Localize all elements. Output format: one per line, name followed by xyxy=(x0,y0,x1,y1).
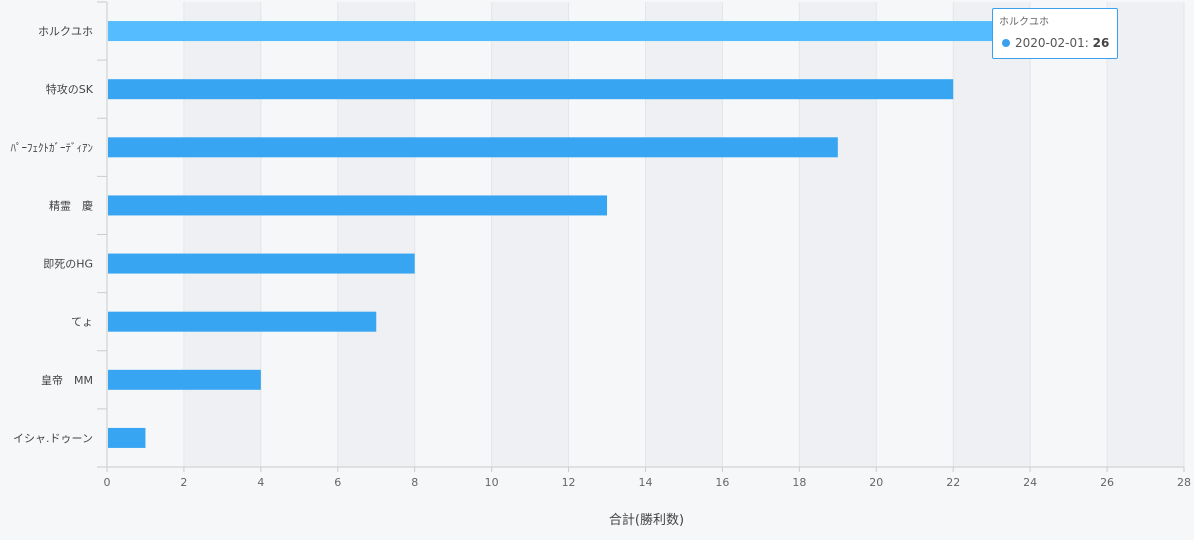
x-tick-label: 18 xyxy=(792,476,806,489)
bar xyxy=(108,195,608,216)
tooltip-series-label: 2020-02-01 xyxy=(1015,36,1085,50)
x-tick-label: 0 xyxy=(104,476,111,489)
x-axis-title: 合計(勝利数) xyxy=(609,512,684,528)
x-tick-label: 2 xyxy=(180,476,187,489)
x-tick-label: 8 xyxy=(411,476,418,489)
category-label: 特攻のSK xyxy=(46,82,94,96)
x-tick-label: 4 xyxy=(257,476,264,489)
x-tick-label: 16 xyxy=(715,476,729,489)
bar xyxy=(108,427,146,448)
tooltip-title: ホルクユホ xyxy=(999,17,1049,28)
category-label: ﾊﾟｰﾌｪｸﾄｶﾞｰﾃﾞｨｱﾝ xyxy=(11,141,94,154)
bar xyxy=(108,137,838,158)
tooltip-separator: : xyxy=(1084,36,1093,50)
bar xyxy=(108,311,377,332)
grid-band xyxy=(183,2,261,467)
grid-band xyxy=(645,2,723,467)
category-label: 即死のHG xyxy=(43,258,93,271)
category-label: ホルクユホ xyxy=(38,25,93,38)
category-label: イシャ.ドゥーン xyxy=(13,432,93,445)
tooltip-series-dot-icon xyxy=(1002,39,1010,47)
x-tick-label: 6 xyxy=(334,476,341,489)
category-label: てょ xyxy=(71,316,93,329)
grid-band xyxy=(491,2,569,467)
x-tick-label: 22 xyxy=(946,476,960,489)
tooltip-value: 26 xyxy=(1092,36,1110,50)
x-tick-label: 12 xyxy=(562,476,576,489)
bar xyxy=(108,369,261,390)
chart-tooltip: ホルクユホ 2020-02-01: 26 xyxy=(992,8,1118,59)
tooltip-row: 2020-02-01: 26 xyxy=(1002,36,1109,50)
x-tick-label: 10 xyxy=(485,476,499,489)
x-tick-label: 26 xyxy=(1100,476,1114,489)
grid-band xyxy=(953,2,1031,467)
category-label: 皇帝 MM xyxy=(41,373,93,387)
x-tick-label: 24 xyxy=(1023,476,1037,489)
x-tick-label: 14 xyxy=(639,476,653,489)
x-tick-label: 28 xyxy=(1177,476,1191,489)
grid-band xyxy=(337,2,415,467)
bar xyxy=(108,79,954,100)
grid-band xyxy=(799,2,877,467)
grid-band xyxy=(1107,2,1184,467)
category-label: 精霊 慶 xyxy=(49,198,93,212)
x-tick-label: 20 xyxy=(869,476,883,489)
bar xyxy=(108,253,415,274)
bar xyxy=(108,21,1108,42)
